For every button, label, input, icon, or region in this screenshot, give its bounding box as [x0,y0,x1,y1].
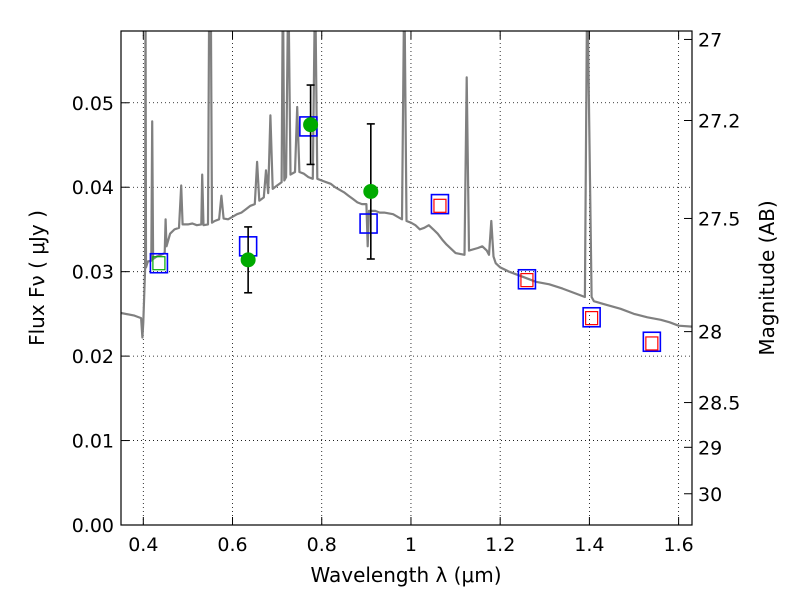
model-square-blue [430,193,450,215]
y-tick-label: 0.00 [72,515,114,537]
model-square-blue [149,252,169,274]
spectrum-line [121,31,692,339]
right-tick-label: 30 [698,484,722,506]
model-square-blue [359,213,378,234]
right-tick-label: 27.5 [698,208,740,230]
y-tick-label: 0.02 [72,346,114,368]
x-tick-label: 1.6 [664,534,694,556]
y-tick-label: 0.05 [72,93,114,115]
right-tick-label: 27.2 [698,111,740,133]
right-tick-label: 27 [698,29,722,51]
right-tick-label: 28 [698,322,722,344]
measurement-point [240,252,256,268]
y-tick-label: 0.01 [72,431,114,453]
photometry-square-red [520,273,534,288]
right-tick-label: 28.5 [698,393,740,415]
model-square-blue [642,331,662,353]
y-tick-label: 0.03 [72,262,114,284]
y-axis-label-right: Magnitude (AB) [755,200,779,355]
measurement-point [363,183,379,199]
photometry-square-green [152,256,166,271]
x-tick-label: 0.8 [307,534,337,556]
photometry-square-red [645,336,659,351]
y-axis-label-left: Flux Fν ( μJy ) [25,210,49,346]
x-axis-label: Wavelength λ (μm) [310,563,501,587]
x-tick-label: 1.2 [485,534,515,556]
measurement-point [303,117,319,133]
axes: 0.4 0.6 0.8 1 1.2 1.4 1.6 0.00 0.01 0.02 0.03 0.04 0… [72,29,741,556]
x-tick-label: 1.4 [574,534,604,556]
photometry-square-red [585,311,599,326]
x-tick-label: 0.4 [128,534,158,556]
x-tick-label: 0.6 [217,534,247,556]
y-tick-label: 0.04 [72,177,114,199]
plot-area [121,31,692,353]
right-tick-label: 29 [698,437,722,459]
photometry-square-red [433,198,447,213]
plot-frame [120,30,693,526]
model-square-blue [517,268,537,290]
model-square-blue [582,306,601,328]
x-tick-label: 1 [405,534,417,556]
